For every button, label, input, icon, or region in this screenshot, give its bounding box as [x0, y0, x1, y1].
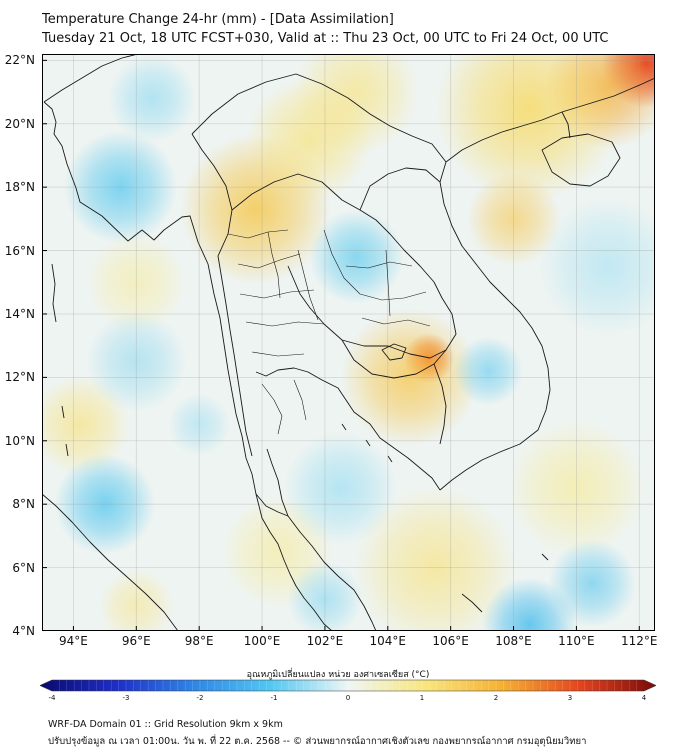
- map-panel: [42, 54, 655, 631]
- temperature-anomaly-blob: [284, 431, 398, 545]
- longitude-label: 106°E: [432, 634, 469, 648]
- temperature-anomaly-blob: [453, 336, 523, 406]
- latitude-label: 18°N: [4, 180, 35, 195]
- temperature-field: [42, 54, 655, 631]
- colorbar-tick-label: 0: [345, 694, 351, 702]
- longitude-label: 98°E: [184, 634, 214, 648]
- coastline-leizhou: [561, 111, 571, 139]
- temperature-anomaly-blob: [340, 308, 479, 447]
- latitude-label: 14°N: [4, 306, 35, 321]
- temperature-anomaly-blob: [466, 171, 561, 267]
- longitude-label: 100°E: [243, 634, 281, 648]
- temperature-anomaly-blob: [548, 539, 637, 628]
- colorbar-tick-label: -4: [48, 694, 56, 702]
- latitude-label: 6°N: [12, 560, 35, 575]
- map-subtitle: Tuesday 21 Oct, 18 UTC FCST+030, Valid a…: [42, 31, 609, 46]
- natuna-islands: [461, 553, 549, 613]
- colorbar-tick-label: 2: [493, 694, 499, 702]
- nicobar-islands: [61, 405, 69, 457]
- latitude-label: 8°N: [12, 497, 35, 512]
- footer-model-info: WRF-DA Domain 01 :: Grid Resolution 9km …: [48, 719, 283, 730]
- hainan-island: [541, 133, 621, 187]
- latitude-label: 16°N: [4, 243, 35, 258]
- temperature-anomaly-blob: [98, 567, 175, 631]
- longitude-label: 110°E: [558, 634, 595, 648]
- longitude-label: 112°E: [621, 634, 658, 648]
- tonle-sap: [381, 343, 407, 361]
- graticule: [42, 54, 655, 631]
- latitude-label: 10°N: [4, 433, 35, 448]
- colorbar-gradient: [40, 679, 656, 692]
- temperature-anomaly-blob: [538, 197, 655, 336]
- temperature-anomaly-blob: [353, 485, 517, 631]
- temperature-anomaly-blob: [54, 453, 156, 555]
- colorbar-tick-label: 3: [567, 694, 573, 702]
- border-laos-vietnam: [359, 167, 441, 211]
- border-china: [191, 73, 447, 163]
- province-lines: [227, 229, 431, 435]
- temperature-anomaly-blob: [507, 419, 646, 558]
- longitude-label: 94°E: [58, 634, 88, 648]
- temperature-map: [42, 54, 655, 631]
- gulf-islands: [341, 423, 393, 463]
- coastline-gulf: [255, 367, 441, 491]
- colorbar-tick-label: -3: [122, 694, 130, 702]
- temperature-anomaly-blob: [309, 209, 404, 305]
- coastline-west: [43, 101, 333, 631]
- map-borders: [42, 54, 655, 631]
- temperature-anomaly-blob: [434, 54, 624, 203]
- map-title: Temperature Change 24-hr (mm) - [Data As…: [42, 12, 394, 27]
- temperature-anomaly-blob: [287, 561, 363, 631]
- latitude-label: 12°N: [4, 370, 35, 385]
- longitude-label: 102°E: [306, 634, 344, 648]
- longitude-label: 108°E: [495, 634, 532, 648]
- colorbar-tick-label: 1: [419, 694, 425, 702]
- latitude-label: 20°N: [4, 116, 35, 131]
- temperature-anomaly-blob: [64, 130, 178, 244]
- border-myanmar-india: [43, 54, 139, 103]
- latitude-label: 4°N: [12, 624, 35, 638]
- coastline-vietnam: [439, 77, 655, 491]
- border-myanmar-thailand: [191, 133, 253, 457]
- longitude-label: 96°E: [121, 634, 151, 648]
- sumatra-coast: [42, 493, 179, 631]
- latitude-label: 22°N: [4, 53, 35, 68]
- longitude-label: 104°E: [369, 634, 407, 648]
- colorbar: [40, 679, 656, 692]
- temperature-anomaly-blob: [86, 311, 187, 412]
- colorbar-tick-label: -2: [196, 694, 204, 702]
- colorbar-label: อุณหภูมิเปลี่ยนแปลง หน่วย องศาเซลเซียส (…: [246, 670, 430, 680]
- colorbar-tick-label: -1: [270, 694, 278, 702]
- border-laos: [231, 173, 457, 359]
- footer-credit: ปรับปรุงข้อมูล ณ เวลา 01:00น. วัน พ. ที่…: [48, 736, 587, 747]
- temperature-anomaly-blob: [86, 231, 187, 333]
- coastline-malay-east: [266, 448, 377, 631]
- colorbar-tick-label: 4: [641, 694, 647, 702]
- temperature-anomaly-blob: [108, 54, 197, 143]
- border-cambodia: [341, 339, 447, 445]
- temperature-anomaly-blob: [167, 393, 231, 457]
- border-thai-malay: [255, 493, 289, 517]
- map-frame: [42, 54, 655, 631]
- andaman-islands: [51, 263, 57, 323]
